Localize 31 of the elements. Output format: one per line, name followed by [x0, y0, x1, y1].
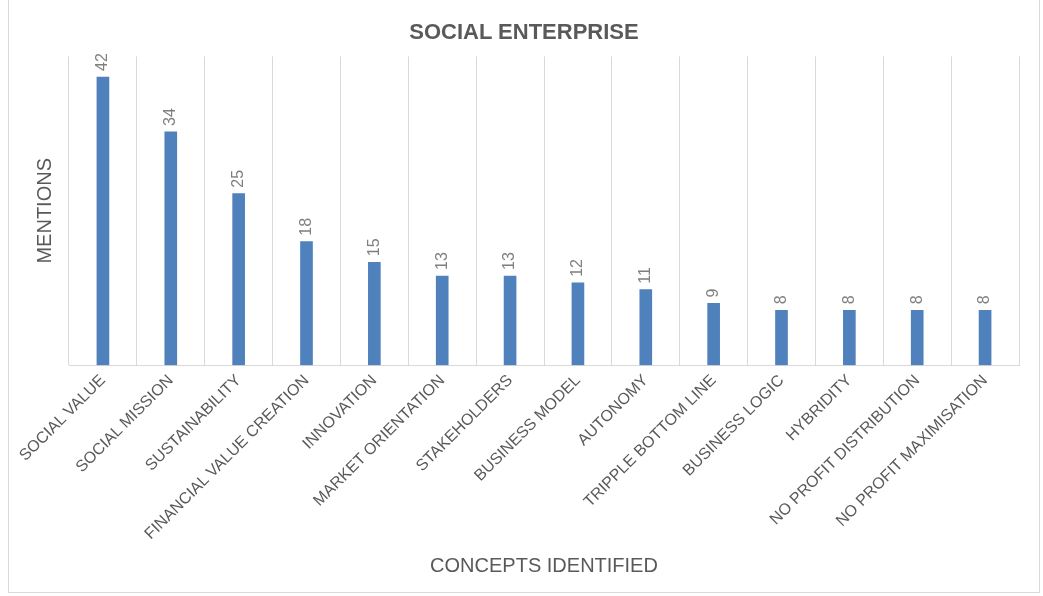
bar — [96, 76, 110, 366]
y-axis-title: MENTIONS — [32, 158, 55, 264]
data-label: 8 — [907, 295, 925, 305]
data-label: 25 — [229, 169, 247, 188]
data-label: 12 — [568, 258, 586, 277]
x-axis-title: CONCEPTS IDENTIFIED — [430, 553, 658, 576]
data-label: 34 — [161, 107, 179, 126]
data-label: 9 — [704, 288, 722, 298]
bar — [368, 261, 381, 366]
data-label: 8 — [975, 295, 993, 305]
data-label: 18 — [296, 217, 314, 236]
bar — [571, 282, 585, 366]
bar — [503, 275, 517, 366]
bar — [232, 193, 245, 366]
bar — [639, 289, 653, 366]
data-label: 13 — [500, 252, 518, 270]
chart-title: SOCIAL ENTERPRISE — [409, 19, 639, 45]
bar — [843, 309, 856, 366]
bar — [164, 131, 178, 366]
data-label: 8 — [839, 295, 857, 305]
data-label: 42 — [93, 53, 111, 71]
bar — [707, 303, 720, 366]
data-label: 13 — [432, 252, 450, 270]
bar — [978, 309, 992, 366]
bar — [910, 309, 924, 366]
bar — [435, 275, 449, 366]
data-label: 11 — [636, 266, 654, 284]
data-label: 8 — [771, 295, 789, 305]
bar — [775, 309, 788, 366]
bar — [300, 241, 313, 366]
data-label: 15 — [364, 238, 382, 257]
